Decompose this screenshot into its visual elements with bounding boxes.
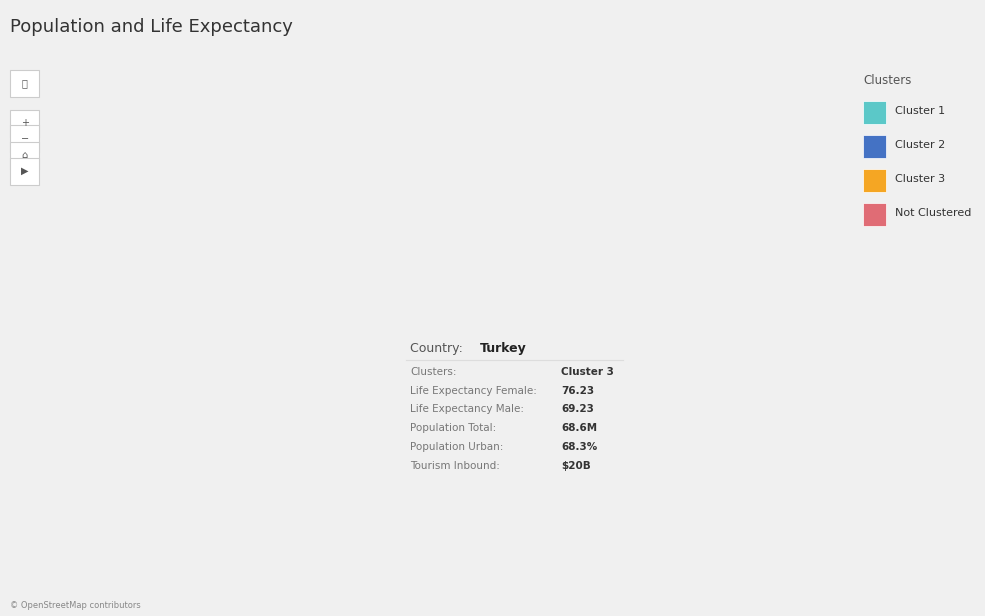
Text: $20B: $20B: [561, 461, 591, 471]
Text: 68.3%: 68.3%: [561, 442, 597, 452]
Text: Cluster 3: Cluster 3: [561, 367, 614, 377]
FancyBboxPatch shape: [864, 101, 886, 124]
FancyBboxPatch shape: [864, 135, 886, 158]
FancyBboxPatch shape: [11, 125, 38, 152]
Text: Population Total:: Population Total:: [411, 423, 496, 433]
Text: ⌂: ⌂: [22, 150, 28, 160]
Text: Cluster 1: Cluster 1: [895, 106, 946, 116]
Text: Not Clustered: Not Clustered: [895, 208, 972, 217]
FancyBboxPatch shape: [11, 158, 38, 185]
Text: Turkey: Turkey: [480, 341, 527, 355]
FancyBboxPatch shape: [11, 110, 38, 137]
Text: Population and Life Expectancy: Population and Life Expectancy: [10, 18, 293, 36]
Text: Clusters:: Clusters:: [411, 367, 457, 377]
Text: 🔍: 🔍: [22, 78, 28, 88]
Text: 69.23: 69.23: [561, 405, 594, 415]
FancyBboxPatch shape: [11, 70, 38, 97]
Text: Population Urban:: Population Urban:: [411, 442, 504, 452]
Text: Clusters: Clusters: [864, 74, 912, 87]
Text: ▶: ▶: [21, 166, 29, 176]
Text: Tourism Inbound:: Tourism Inbound:: [411, 461, 500, 471]
Text: Life Expectancy Female:: Life Expectancy Female:: [411, 386, 538, 395]
Text: Country:: Country:: [411, 341, 467, 355]
Text: +: +: [21, 118, 29, 128]
Text: 68.6M: 68.6M: [561, 423, 597, 433]
Text: Life Expectancy Male:: Life Expectancy Male:: [411, 405, 524, 415]
Text: Cluster 2: Cluster 2: [895, 140, 946, 150]
Text: 76.23: 76.23: [561, 386, 594, 395]
Text: −: −: [21, 134, 29, 144]
Text: © OpenStreetMap contributors: © OpenStreetMap contributors: [10, 601, 141, 610]
FancyBboxPatch shape: [864, 203, 886, 226]
Text: Cluster 3: Cluster 3: [895, 174, 946, 184]
FancyBboxPatch shape: [864, 169, 886, 192]
FancyBboxPatch shape: [11, 142, 38, 169]
